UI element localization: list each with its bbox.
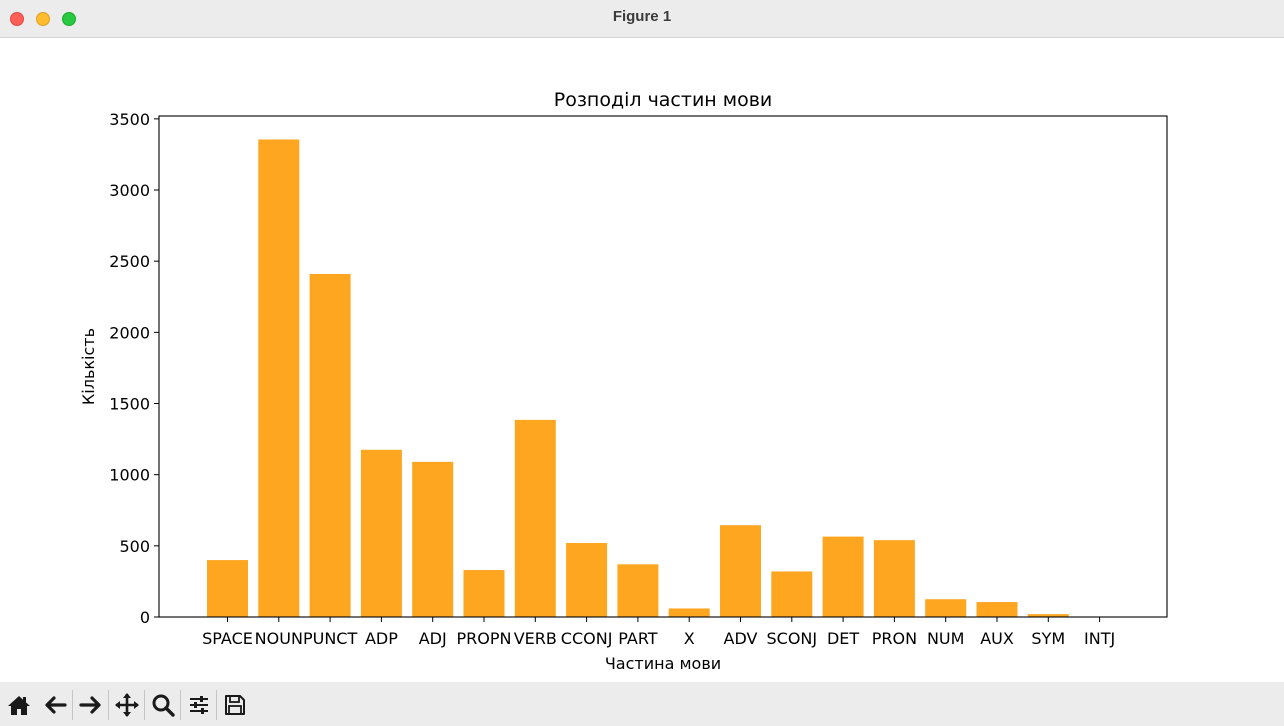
- matplotlib-toolbar: [0, 682, 1284, 726]
- minimize-window-button[interactable]: [36, 12, 50, 26]
- x-tick-label: ADJ: [419, 629, 447, 648]
- save-button[interactable]: [220, 690, 250, 720]
- zoom-button[interactable]: [148, 690, 178, 720]
- configure-subplots-button[interactable]: [184, 690, 214, 720]
- y-tick-label: 2000: [109, 323, 150, 342]
- arrow-right-icon: [79, 696, 101, 714]
- forward-button[interactable]: [76, 690, 106, 720]
- x-tick-label: PROPN: [457, 629, 512, 648]
- y-tick-label: 1000: [109, 466, 150, 485]
- bar-verb: [514, 419, 556, 617]
- bar-space: [207, 560, 248, 617]
- y-tick-label: 3000: [109, 181, 150, 200]
- window-titlebar: Figure 1: [0, 0, 1284, 38]
- bar-pron: [873, 540, 915, 617]
- bar-adv: [720, 525, 761, 617]
- arrow-left-icon: [45, 696, 67, 714]
- toolbar-separator: [108, 690, 109, 720]
- toolbar-separator: [72, 690, 73, 720]
- x-tick-label: SYM: [1031, 629, 1065, 648]
- home-button[interactable]: [4, 690, 34, 720]
- y-axis-label: Кількість: [79, 328, 98, 405]
- bar-chart: 0 500 1000 1500 2000 2500 3000 3500 SPACE NOUN PUN…: [79, 89, 1168, 673]
- window-title: Figure 1: [612, 8, 672, 25]
- home-icon: [8, 696, 30, 715]
- x-tick-label: NUM: [927, 629, 964, 648]
- pan-button[interactable]: [112, 690, 142, 720]
- floppy-disk-icon: [225, 695, 245, 715]
- x-axis-label: Частина мови: [605, 654, 721, 673]
- y-tick-label: 1500: [109, 395, 150, 414]
- x-tick-label: SPACE: [202, 629, 253, 648]
- y-tick-label: 0: [140, 608, 150, 627]
- bar-det: [822, 536, 864, 617]
- y-tick-label: 500: [119, 537, 150, 556]
- toolbar-separator: [216, 690, 217, 720]
- bar-punct: [309, 273, 351, 617]
- x-tick-label: CCONJ: [561, 629, 613, 648]
- x-tick-label: NOUN: [255, 629, 303, 648]
- chart-title: Розподіл частин мови: [554, 89, 773, 111]
- bar-propn: [463, 570, 505, 617]
- close-window-button[interactable]: [10, 12, 24, 26]
- toolbar-separator: [180, 690, 181, 720]
- bar-num: [925, 599, 967, 617]
- bar-noun: [258, 139, 300, 617]
- bar-adj: [412, 461, 454, 617]
- y-tick-label: 2500: [109, 252, 150, 271]
- x-tick-label: VERB: [514, 629, 557, 648]
- x-tick-label: ADP: [365, 629, 398, 648]
- bar-x: [668, 608, 710, 617]
- y-tick-label: 3500: [109, 110, 150, 129]
- bar-sym: [1027, 614, 1069, 617]
- toolbar-separator: [144, 690, 145, 720]
- x-tick-label: DET: [827, 629, 859, 648]
- bar-adp: [360, 449, 402, 617]
- x-tick-label: PUNCT: [303, 629, 358, 648]
- bar-aux: [976, 602, 1018, 617]
- x-tick-label: SCONJ: [766, 629, 817, 648]
- magnifier-icon: [152, 694, 175, 717]
- x-tick-label: ADV: [724, 629, 758, 648]
- plot-frame: [158, 115, 1168, 618]
- x-tick-label: X: [684, 629, 695, 648]
- sliders-icon: [190, 696, 208, 714]
- x-tick-label: INTJ: [1084, 629, 1115, 648]
- move-icon: [115, 693, 139, 717]
- bar-part: [617, 564, 659, 617]
- zoom-window-button[interactable]: [62, 12, 76, 26]
- x-tick-label: AUX: [980, 629, 1014, 648]
- bar-cconj: [566, 542, 608, 617]
- x-tick-label: PART: [618, 629, 658, 648]
- back-button[interactable]: [40, 690, 70, 720]
- bar-sconj: [771, 571, 813, 617]
- x-tick-label: PRON: [872, 629, 917, 648]
